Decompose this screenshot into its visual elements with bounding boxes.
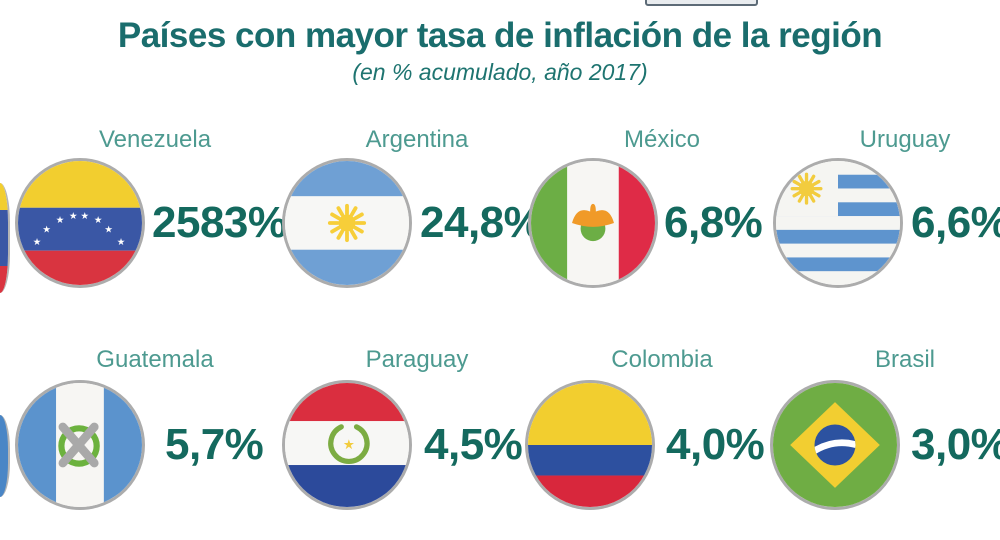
svg-text:★: ★ <box>56 215 65 226</box>
inflation-value: 6,6% <box>911 198 1000 247</box>
country-label: Paraguay <box>365 346 469 373</box>
svg-text:★: ★ <box>94 215 103 226</box>
inflation-value: 5,7% <box>165 420 264 469</box>
country-label: México <box>623 126 701 153</box>
country-label: Brasil <box>874 346 936 373</box>
inflation-value: 4,5% <box>424 420 523 469</box>
country-label: Argentina <box>365 126 469 153</box>
svg-text:★: ★ <box>81 211 90 222</box>
flag-paraguay-icon: ★ <box>282 380 412 510</box>
country-label: Guatemala <box>96 346 214 373</box>
cutoff-flag-sliver-row2 <box>0 415 10 497</box>
inflation-value: 3,0% <box>911 420 1000 469</box>
country-label: Uruguay <box>859 126 951 153</box>
svg-text:★: ★ <box>343 438 355 453</box>
flag-colombia-icon <box>525 380 655 510</box>
cutoff-flag-sliver-row1 <box>0 183 10 293</box>
inflation-value: 24,8% <box>420 198 543 247</box>
flag-guatemala-icon <box>15 380 145 510</box>
country-label: Venezuela <box>98 126 212 153</box>
cutoff-gray-box <box>645 0 758 6</box>
flag-mexico-icon <box>528 158 658 288</box>
svg-text:★: ★ <box>117 237 126 248</box>
country-label: Colombia <box>611 346 713 373</box>
svg-text:★: ★ <box>33 237 42 248</box>
page-subtitle: (en % acumulado, año 2017) <box>352 59 648 85</box>
flag-uruguay-icon <box>773 158 903 288</box>
svg-text:★: ★ <box>104 225 113 236</box>
flag-venezuela-icon: ★ ★ ★ ★ ★ ★ ★ ★ <box>15 158 145 288</box>
svg-text:★: ★ <box>69 211 78 222</box>
flag-brasil-icon <box>770 380 900 510</box>
svg-text:★: ★ <box>42 225 51 236</box>
inflation-value: 2583% <box>152 198 287 247</box>
page-title: Países con mayor tasa de inflación de la… <box>117 16 883 55</box>
inflation-value: 6,8% <box>664 198 763 247</box>
inflation-value: 4,0% <box>666 420 765 469</box>
flag-argentina-icon <box>282 158 412 288</box>
